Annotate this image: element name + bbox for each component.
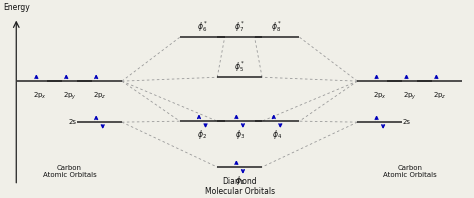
Text: 2s: 2s bbox=[68, 119, 76, 125]
Text: Carbon
Atomic Orbitals: Carbon Atomic Orbitals bbox=[43, 165, 96, 178]
Text: 2p$_x$: 2p$_x$ bbox=[33, 91, 46, 101]
Text: Energy: Energy bbox=[3, 3, 30, 12]
Text: $\phi_3$: $\phi_3$ bbox=[235, 128, 245, 141]
Text: $\phi_4$: $\phi_4$ bbox=[272, 128, 282, 141]
Text: Diamond
Molecular Orbitals: Diamond Molecular Orbitals bbox=[205, 177, 275, 196]
Text: $\phi_7^*$: $\phi_7^*$ bbox=[234, 19, 245, 34]
Text: 2s: 2s bbox=[403, 119, 411, 125]
Text: 2p$_y$: 2p$_y$ bbox=[403, 90, 417, 102]
Text: Carbon
Atomic Orbitals: Carbon Atomic Orbitals bbox=[383, 165, 437, 178]
Text: 2p$_x$: 2p$_x$ bbox=[373, 91, 387, 101]
Text: $\phi_8^*$: $\phi_8^*$ bbox=[272, 19, 283, 34]
Text: $\phi_1$: $\phi_1$ bbox=[235, 174, 245, 187]
Text: 2p$_y$: 2p$_y$ bbox=[63, 90, 76, 102]
Text: $\phi_2$: $\phi_2$ bbox=[197, 128, 207, 141]
Text: $\phi_6^*$: $\phi_6^*$ bbox=[197, 19, 208, 34]
Text: $\phi_5^*$: $\phi_5^*$ bbox=[234, 59, 245, 74]
Text: 2p$_z$: 2p$_z$ bbox=[92, 91, 106, 101]
Text: 2p$_z$: 2p$_z$ bbox=[433, 91, 447, 101]
